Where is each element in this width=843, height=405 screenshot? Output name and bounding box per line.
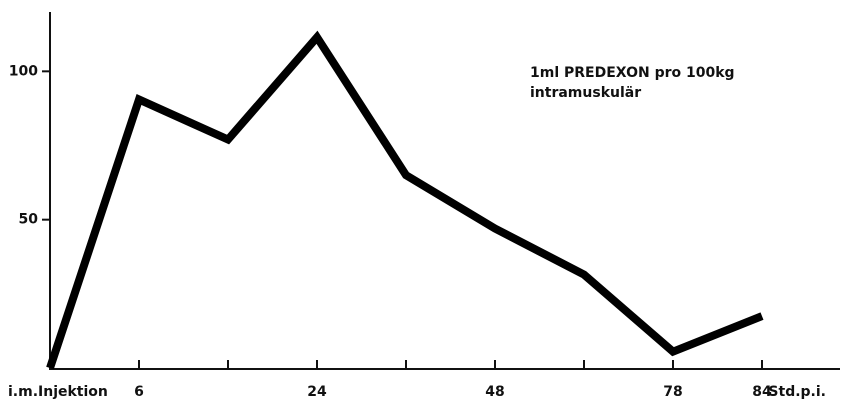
data-line: [46, 30, 764, 370]
annotation: 1ml PREDEXON pro 100kg: [530, 65, 735, 81]
x-tick-label: 48: [485, 384, 504, 400]
x-tick-label: i.m.Injektion: [8, 384, 108, 400]
x-tick-label: 84: [752, 384, 772, 400]
y-tick-label: 100: [9, 63, 38, 79]
x-tick-label: 24: [307, 384, 327, 400]
x-tick-label: 6: [134, 384, 144, 400]
x-axis-label: Std.p.i.: [768, 384, 826, 400]
annotation: intramuskulär: [530, 85, 641, 101]
y-tick-label: 50: [19, 212, 39, 228]
x-tick-label: 78: [663, 384, 682, 400]
